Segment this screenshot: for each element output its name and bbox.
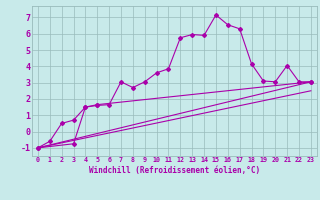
- X-axis label: Windchill (Refroidissement éolien,°C): Windchill (Refroidissement éolien,°C): [89, 166, 260, 175]
